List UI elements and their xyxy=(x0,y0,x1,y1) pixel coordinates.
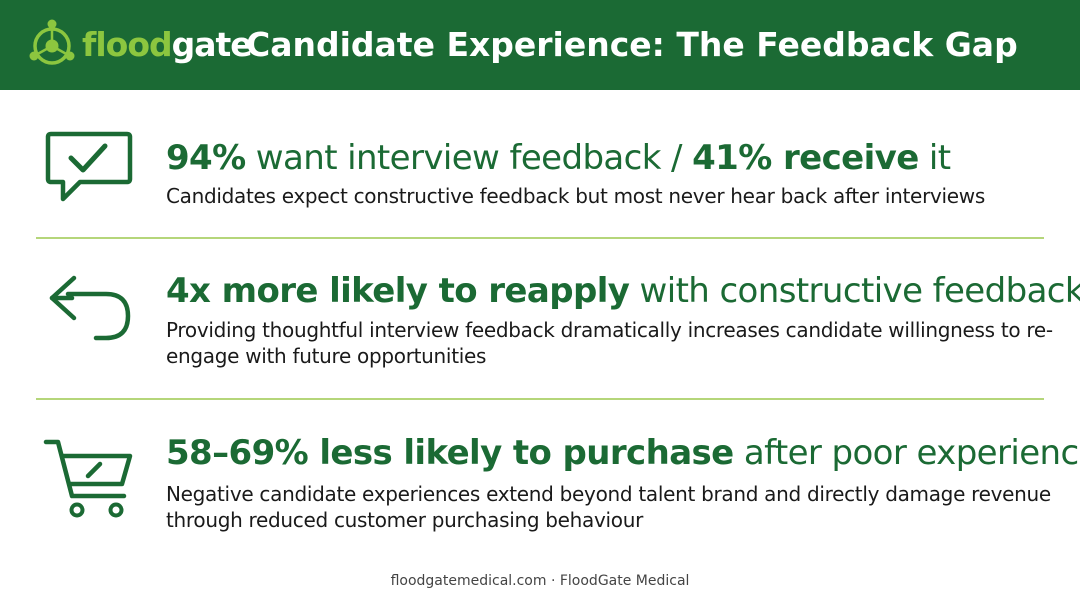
stat-text: with constructive feedback xyxy=(629,271,1080,311)
stat-value: 4x more likely to reapply xyxy=(166,271,630,311)
stat-text: after poor experience xyxy=(733,433,1080,473)
stat-value: 58–69% less likely to purchase xyxy=(166,433,734,473)
stat-text: want interview feedback / xyxy=(245,138,693,178)
section-divider xyxy=(36,398,1044,400)
stat-value: 41% receive xyxy=(692,138,919,178)
logo-wordmark-part1: flood xyxy=(82,24,173,64)
floodgate-logo: floodgate xyxy=(26,16,253,72)
header-bar: floodgate Candidate Experience: The Feed… xyxy=(0,0,1080,90)
stat-description: Providing thoughtful interview feedback … xyxy=(166,318,1053,368)
stat-heading: 94% want interview feedback / 41% receiv… xyxy=(166,136,951,180)
logo-wordmark: floodgate xyxy=(82,24,253,64)
footer-credit: floodgatemedical.com · FloodGate Medical xyxy=(390,573,690,589)
return-arrow-icon xyxy=(49,275,131,341)
floodgate-logo-icon xyxy=(29,19,75,65)
shopping-cart-icon xyxy=(43,439,133,518)
chat-check-icon xyxy=(45,131,133,202)
stat-heading: 4x more likely to reapply with construct… xyxy=(166,269,1080,313)
stat-description: Candidates expect constructive feedback … xyxy=(166,184,985,208)
stat-description: Negative candidate experiences extend be… xyxy=(166,482,1051,532)
stat-value: 94% xyxy=(166,138,246,178)
logo-wordmark-part2: gate xyxy=(171,24,253,64)
stat-text: it xyxy=(918,138,951,178)
stat-heading: 58–69% less likely to purchase after poo… xyxy=(166,431,1080,475)
page-title: Candidate Experience: The Feedback Gap xyxy=(246,25,1018,64)
section-divider xyxy=(36,237,1044,239)
